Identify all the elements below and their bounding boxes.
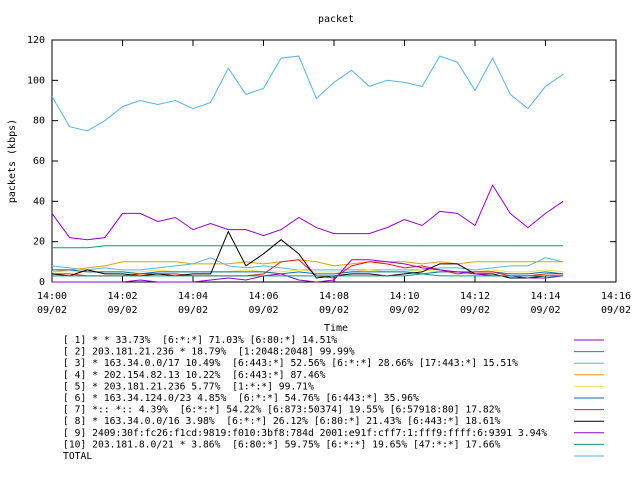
x-tick-label: 14:06 bbox=[248, 291, 278, 302]
x-tick-date: 09/02 bbox=[389, 305, 419, 316]
legend-label: [ 7] *:: *:: 4.39% [6:*:*] 54.22% [6:873… bbox=[63, 405, 501, 416]
y-tick-label: 0 bbox=[39, 277, 45, 288]
series-line bbox=[51, 55, 564, 132]
y-tick-label: 40 bbox=[33, 196, 45, 207]
x-tick-date: 09/02 bbox=[460, 305, 490, 316]
y-tick-label: 20 bbox=[33, 237, 45, 248]
legend-label: [ 9] 2409:30f:fc26:f1cd:9819:f010:3bf8:7… bbox=[63, 428, 547, 439]
series-line bbox=[51, 257, 564, 271]
legend-label: [ 4] * 202.154.82.13 10.22% [6:443:*] 87… bbox=[63, 370, 326, 381]
x-tick-date: 09/02 bbox=[248, 305, 278, 316]
x-tick-label: 14:08 bbox=[319, 291, 349, 302]
x-tick-date: 09/02 bbox=[178, 305, 208, 316]
x-tick-label: 14:00 bbox=[37, 291, 67, 302]
x-tick-date: 09/02 bbox=[107, 305, 137, 316]
legend-label: [ 3] * 163.34.0.0/17 10.49% [6:443:*] 52… bbox=[63, 358, 518, 369]
x-tick-label: 14:10 bbox=[389, 291, 419, 302]
series-line bbox=[52, 259, 564, 279]
x-tick-label: 14:16 bbox=[601, 291, 631, 302]
x-tick-label: 14:12 bbox=[460, 291, 490, 302]
series-line bbox=[52, 273, 564, 277]
x-tick-label: 14:14 bbox=[530, 291, 560, 302]
chart-title: packet bbox=[318, 14, 354, 25]
y-tick-label: 120 bbox=[27, 35, 45, 46]
x-axis-label: Time bbox=[324, 323, 348, 334]
legend-label: [ 6] * 163.34.124.0/23 4.85% [6:*:*] 54.… bbox=[63, 393, 419, 404]
legend-label: [ 1] * * 33.73% [6:*:*] 71.03% [6:80:*] … bbox=[63, 335, 337, 346]
y-tick-label: 100 bbox=[27, 75, 45, 86]
legend-label: TOTAL bbox=[63, 451, 92, 462]
y-tick-label: 80 bbox=[33, 116, 45, 127]
series-line bbox=[51, 259, 564, 273]
x-tick-label: 14:04 bbox=[178, 291, 208, 302]
legend-label: [ 2] 203.181.21.236 * 18.79% [1:2048:204… bbox=[63, 347, 355, 358]
x-tick-label: 14:02 bbox=[107, 291, 137, 302]
x-tick-date: 09/02 bbox=[530, 305, 560, 316]
legend-label: [ 5] * 203.181.21.236 5.77% [1:*:*] 99.7… bbox=[63, 381, 314, 392]
series-line bbox=[51, 184, 564, 241]
x-tick-date: 09/02 bbox=[37, 305, 67, 316]
series-line bbox=[52, 259, 564, 283]
x-tick-date: 09/02 bbox=[601, 305, 631, 316]
legend-label: [10] 203.181.8.0/21 * 3.86% [6:80:*] 59.… bbox=[63, 439, 501, 450]
x-tick-date: 09/02 bbox=[319, 305, 349, 316]
y-axis-label: packets (kbps) bbox=[7, 119, 18, 203]
y-tick-label: 60 bbox=[33, 156, 45, 167]
legend-label: [ 8] * 163.34.0.0/16 3.98% [6:*:*] 26.12… bbox=[63, 416, 501, 427]
series-line bbox=[52, 245, 564, 249]
